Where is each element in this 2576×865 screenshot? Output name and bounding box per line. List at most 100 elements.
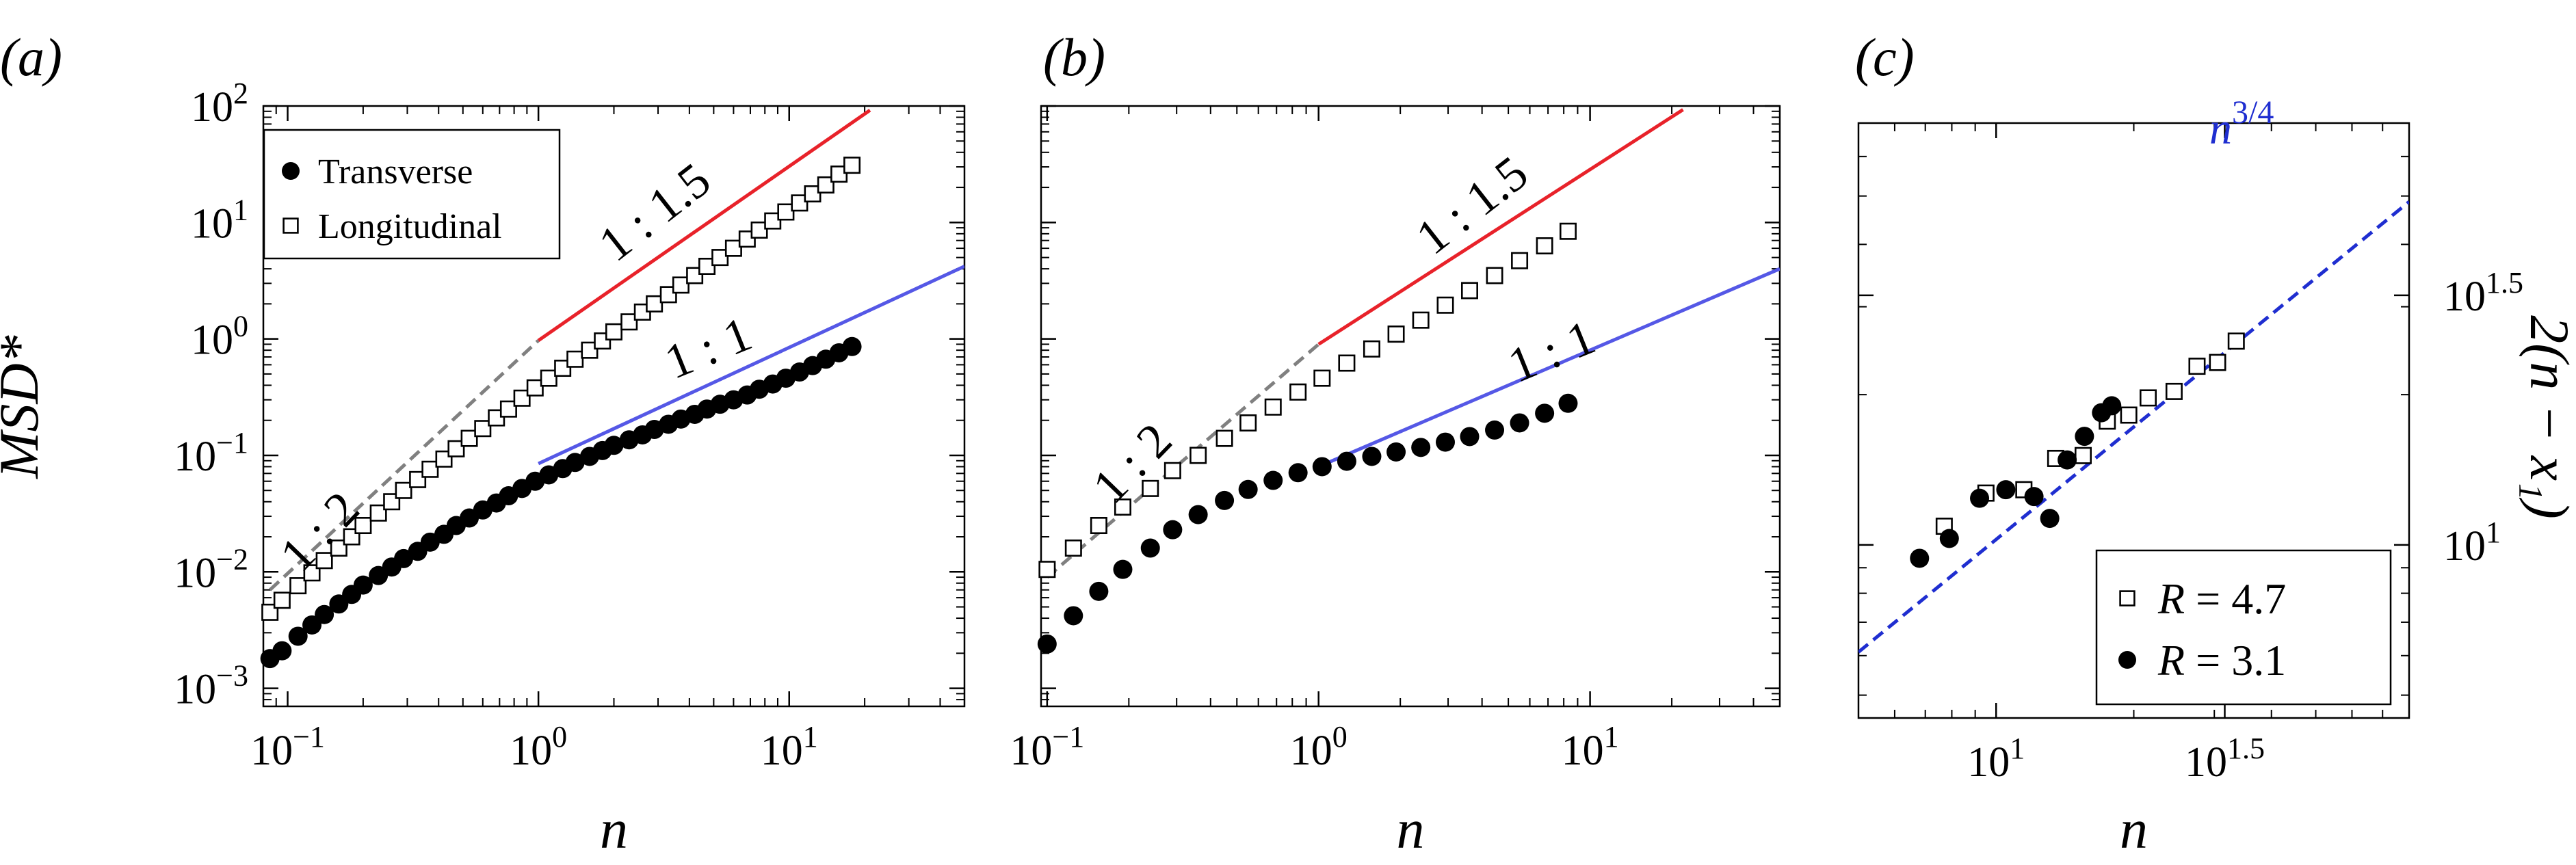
data-point-circle	[1089, 581, 1109, 601]
data-point-circle	[1288, 463, 1308, 483]
data-point-square	[750, 221, 768, 239]
data-point-circle	[1460, 427, 1480, 447]
data-point-square	[1064, 540, 1082, 557]
data-point-square	[1511, 252, 1529, 269]
legend: R = 4.7 R = 3.1	[2095, 549, 2392, 706]
x-axis-label: n	[600, 798, 628, 860]
data-point-circle	[842, 336, 862, 356]
data-point-square	[1114, 498, 1131, 516]
legend-marker	[2118, 651, 2136, 669]
data-point-square	[330, 540, 347, 557]
data-point-circle	[1485, 420, 1505, 440]
data-point-circle	[1386, 442, 1406, 462]
data-point-square	[1559, 222, 1577, 240]
data-point-square	[1215, 429, 1233, 447]
data-point-square	[764, 212, 782, 230]
guide-line-0	[268, 339, 540, 591]
data-point-square	[1164, 462, 1181, 479]
data-point-square	[1289, 383, 1307, 401]
data-point-square	[605, 323, 622, 341]
data-point-square	[1190, 447, 1207, 464]
data-point-circle	[1312, 457, 1332, 477]
data-point-circle	[1238, 479, 1258, 499]
minor-ticks	[263, 106, 964, 706]
guide-line-0	[1046, 343, 1320, 578]
plot-frame	[1040, 105, 1781, 708]
data-point-circle	[1558, 393, 1578, 413]
data-point-circle	[1188, 505, 1208, 524]
data-point-square	[724, 239, 742, 257]
data-point-square	[777, 203, 795, 221]
data-point-square	[566, 350, 584, 368]
panel-label: (c)	[1855, 27, 1915, 87]
data-point-square	[620, 313, 638, 331]
y-tick-label: 10−2	[174, 542, 248, 596]
data-point-circle	[1263, 470, 1283, 490]
data-point-square	[2188, 358, 2206, 375]
series-squares	[261, 157, 861, 621]
data-point-square	[830, 165, 848, 183]
legend-label: R = 4.7	[2157, 574, 2286, 623]
series-circles	[1910, 396, 2122, 568]
data-point-circle	[1436, 432, 1456, 452]
data-point-square	[474, 420, 492, 438]
data-point-square	[711, 249, 729, 267]
data-point-circle	[604, 436, 624, 455]
data-point-square	[540, 369, 557, 387]
data-point-square	[581, 341, 599, 359]
series-squares	[1038, 222, 1577, 578]
data-point-square	[460, 429, 478, 447]
panel-label: (a)	[0, 27, 62, 87]
x-tick-label: 101	[761, 720, 818, 774]
data-point-circle	[2102, 396, 2122, 416]
data-point-square	[2074, 447, 2092, 464]
data-point-square	[1264, 398, 1282, 416]
data-point-square	[672, 276, 689, 294]
guide-label: 1 : 1	[1501, 310, 1603, 393]
guide-label: 1 : 2	[270, 481, 369, 582]
data-point-square	[1142, 479, 1159, 497]
data-point-circle	[1113, 559, 1133, 579]
data-point-circle	[1337, 451, 1356, 471]
data-point-square	[1412, 311, 1430, 329]
data-point-square	[289, 577, 307, 595]
x-tick-label: 101	[1967, 732, 2025, 786]
data-point-circle	[2075, 427, 2094, 447]
data-point-circle	[1362, 447, 1382, 466]
data-point-square	[698, 257, 716, 275]
series-circles	[260, 336, 862, 669]
legend-box	[263, 129, 561, 260]
data-point-square	[646, 295, 663, 312]
data-point-square	[2120, 406, 2138, 424]
x-tick-label: 10−1	[250, 720, 325, 774]
x-tick-label: 101	[1562, 720, 1619, 774]
series-circles	[1037, 393, 1578, 654]
data-point-square	[1338, 354, 1356, 372]
data-point-square	[526, 379, 544, 397]
data-point-square	[369, 504, 387, 522]
data-point-square	[1461, 282, 1479, 300]
data-point-circle	[1535, 403, 1555, 423]
major-ticks: 10−1 100 101	[1010, 105, 1780, 774]
guide-label: 1 : 1.5	[589, 152, 721, 272]
panel-a: 10−1 100 101 10−3 10−2 10−1 100 101 102 1 : 2 1 : …	[0, 27, 966, 860]
data-point-square	[804, 185, 822, 203]
x-tick-label: 101.5	[2185, 732, 2265, 786]
data-point-circle	[1215, 490, 1235, 510]
data-point-square	[354, 517, 372, 535]
y-axis-label: 2(n − x₁)	[2519, 315, 2576, 519]
legend-marker	[282, 162, 300, 180]
legend: Transverse Longitudinal	[263, 129, 561, 260]
y-tick-label: 10−3	[174, 659, 248, 713]
minor-ticks	[1041, 106, 1780, 706]
data-point-square	[395, 481, 412, 499]
guide-label: n3/4	[2209, 94, 2274, 154]
data-point-square	[421, 460, 439, 478]
data-point-square	[273, 591, 291, 609]
panel-label: (b)	[1043, 27, 1105, 87]
minor-ticks	[1858, 123, 2409, 718]
data-point-circle	[1970, 488, 1990, 508]
guide-lines	[1046, 108, 1780, 578]
